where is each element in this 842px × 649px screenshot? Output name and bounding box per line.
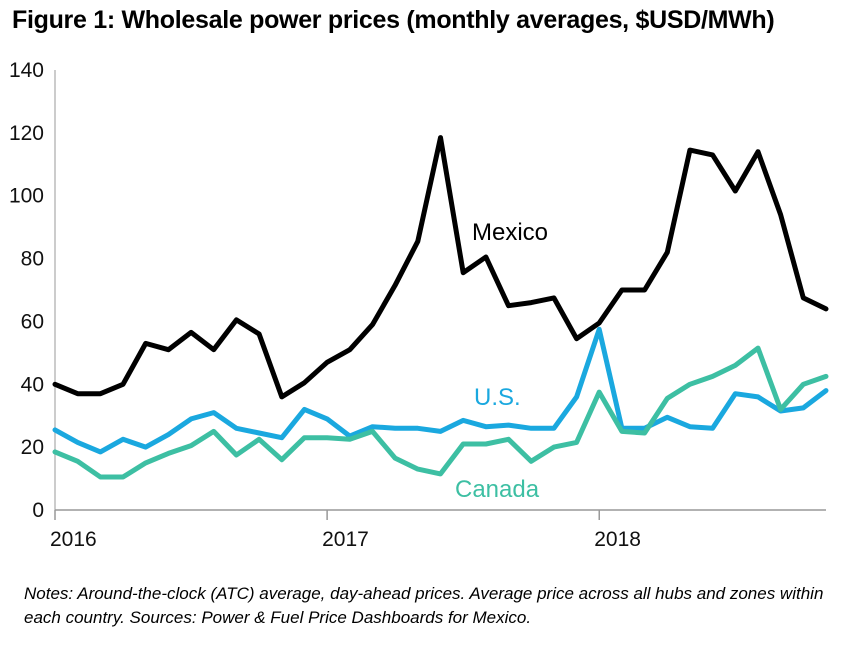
x-tick-label: 2016 xyxy=(50,528,97,551)
y-ticks: 0 20 40 60 80 100 120 140 xyxy=(9,59,44,522)
y-tick-label: 60 xyxy=(21,310,44,333)
series-lines xyxy=(52,135,829,480)
y-tick-label: 20 xyxy=(21,436,44,459)
y-tick-label: 100 xyxy=(9,185,44,208)
y-tick-label: 140 xyxy=(9,59,44,82)
series-label-us: U.S. xyxy=(474,384,521,411)
series-label-canada: Canada xyxy=(455,476,540,503)
x-tick-label: 2017 xyxy=(322,528,369,551)
y-tick-label: 120 xyxy=(9,122,44,145)
chart-notes: Notes: Around-the-clock (ATC) average, d… xyxy=(24,584,824,627)
series-line-us xyxy=(52,326,829,455)
series-line-canada xyxy=(52,345,829,480)
series-line-mexico xyxy=(52,135,829,400)
line-chart: 0 20 40 60 80 100 120 140 2016 2017 2018 Mexico U… xyxy=(9,59,829,551)
y-tick-label: 80 xyxy=(21,248,44,271)
x-tick-label: 2018 xyxy=(594,528,641,551)
y-tick-label: 0 xyxy=(32,499,44,522)
axes xyxy=(54,70,826,511)
series-label-mexico: Mexico xyxy=(472,219,548,246)
y-tick-label: 40 xyxy=(21,373,44,396)
chart-title: Figure 1: Wholesale power prices (monthl… xyxy=(12,6,775,34)
x-ticks: 2016 2017 2018 xyxy=(50,510,641,551)
